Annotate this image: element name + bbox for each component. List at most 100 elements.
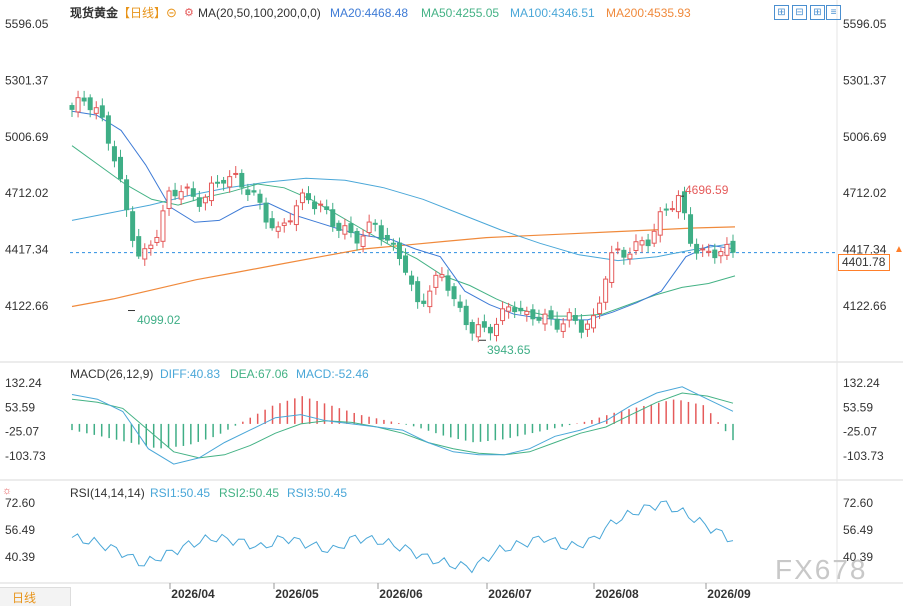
period-tab[interactable]: 日线 [0,587,71,606]
candle-body [572,315,578,321]
candle-body [730,240,736,253]
candle-body [621,249,627,258]
candle-body [566,312,572,321]
candle-body [584,323,590,330]
more-icon[interactable]: ≡ [826,5,841,20]
rsi3-value: RSI3:50.45 [287,486,348,500]
candle-body [536,316,542,321]
candle-body [233,172,239,175]
candle-body [651,230,657,244]
candle-body [281,222,287,226]
rsi-axis-label-left: 40.39 [5,550,35,564]
candle-body [700,248,706,251]
arrow-up-icon: ▲ [894,244,903,255]
candle-body [221,179,227,184]
candle-body [336,222,342,231]
price-axis-label-left: 5006.69 [5,130,49,144]
candle-body [208,182,214,202]
candle-body [487,326,493,334]
eye-off-icon[interactable]: ⊝ [166,5,177,20]
candle-body [615,248,621,251]
candle-body [645,239,651,247]
candle-body [597,302,603,314]
candle-body [196,197,202,207]
candle-body [578,319,584,333]
ma50-line [71,145,736,317]
candle-body [712,249,718,259]
candle-body [433,274,439,288]
candle-body [227,176,233,188]
candle-body [409,275,415,285]
rsi-label: RSI(14,14,14) [70,486,145,500]
sun-icon[interactable]: ☼ [2,485,13,497]
candle-body [99,105,105,118]
candle-body [75,97,81,113]
period-label[interactable]: 【日线】 [118,6,167,20]
candle-body [560,323,566,332]
zoom-in-icon[interactable]: ⊞ [774,5,789,20]
candle-body [251,190,257,193]
candle-body [142,248,148,260]
ma100-value: MA100:4346.51 [510,6,595,20]
candle-body [148,244,154,250]
candle-body [124,179,130,211]
price-axis-label-left: 5596.05 [5,17,49,31]
candle-body [415,281,421,303]
candle-body [354,230,360,244]
x-axis-label: 2026/09 [707,587,751,601]
macd-axis-label-left: -25.07 [5,425,39,439]
candle-body [324,206,330,211]
candle-body [184,186,190,189]
low-annotation-1: 4099.02 [137,313,181,327]
candle-body [360,235,366,247]
price-axis-label-right: 4712.02 [843,186,887,200]
candle-body [688,214,694,244]
candle-body [591,315,597,329]
macd-axis-label-left: 53.59 [5,400,35,414]
candle-body [554,318,560,330]
current-price-text: 4401.78 [842,255,886,269]
candle-body [603,278,609,303]
x-axis-label: 2026/05 [275,587,319,601]
candle-body [93,107,99,114]
candle-body [160,210,166,242]
candle-body [524,310,530,315]
x-axis-label: 2026/08 [595,587,639,601]
expand-icon[interactable]: ⊞ [810,5,825,20]
candle-body [518,307,524,312]
price-axis-label-right: 4122.66 [843,299,887,313]
macd-label: MACD(26,12,9) [70,367,154,381]
candle-body [215,181,221,184]
macd-hist-value: MACD:-52.46 [296,367,369,381]
candle-body [403,255,409,273]
candle-body [506,306,512,312]
period-tab-label: 日线 [12,591,37,605]
rsi2-value: RSI2:50.45 [219,486,280,500]
macd-dea-line [71,392,734,459]
rsi-line [71,500,734,574]
candle-body [111,146,117,162]
candle-body [299,192,305,204]
candle-body [384,234,390,241]
watermark-logo: FX678 [775,554,868,585]
candle-body [675,195,681,213]
settings-icon[interactable]: ⚙ [184,7,194,19]
candle-body [694,243,700,254]
ma-label: MA(20,50,100,200,0,0) [198,6,321,20]
candle-body [681,191,687,214]
ma200-value: MA200:4535.93 [606,6,691,20]
candle-body [427,290,433,308]
candle-body [312,201,318,210]
candle-body [457,301,463,308]
candle-body [663,208,669,211]
candle-body [287,220,293,223]
candle-body [657,211,663,236]
candle-body [81,97,87,102]
zoom-out-icon[interactable]: ⊟ [792,5,807,20]
candle-body [245,189,251,196]
candle-body [445,275,451,291]
macd-axis-label-left: -103.73 [5,449,46,463]
rsi1-value: RSI1:50.45 [150,486,211,500]
price-axis-label-left: 4122.66 [5,299,49,313]
